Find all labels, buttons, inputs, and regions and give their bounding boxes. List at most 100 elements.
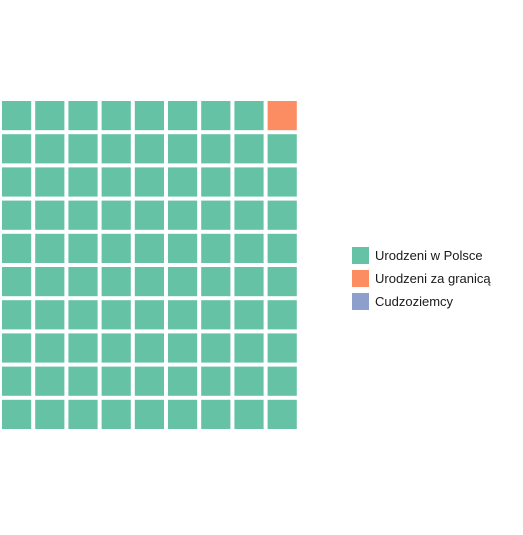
waffle-cell [267,399,297,429]
waffle-cell [35,333,65,363]
waffle-cell [134,399,164,429]
waffle-cell [201,167,231,197]
waffle-cell [234,366,264,396]
waffle-cell [134,167,164,197]
waffle-cell [201,200,231,230]
waffle-cell [234,101,264,131]
waffle-cell [2,267,32,297]
waffle-cell [35,267,65,297]
waffle-cell [35,233,65,263]
waffle-cell [68,200,98,230]
waffle-cell [134,366,164,396]
waffle-cell [68,134,98,164]
waffle-cell [2,399,32,429]
waffle-cell [2,333,32,363]
waffle-cell [234,134,264,164]
waffle-cell [101,399,131,429]
waffle-cell [201,267,231,297]
waffle-cell [68,167,98,197]
waffle-cell [168,233,198,263]
legend-label: Cudzoziemcy [375,294,454,309]
waffle-cell [101,101,131,131]
waffle-cell [101,333,131,363]
waffle-cell [267,366,297,396]
waffle-cell [168,200,198,230]
waffle-cell [234,399,264,429]
waffle-cell [134,134,164,164]
waffle-cell [101,366,131,396]
waffle-cell [101,233,131,263]
waffle-chart [2,101,297,429]
waffle-cell [134,267,164,297]
legend-swatch [352,247,369,264]
waffle-cell [35,399,65,429]
waffle-cell [201,233,231,263]
waffle-cell [168,399,198,429]
waffle-cell [267,167,297,197]
waffle-cell [68,333,98,363]
waffle-cell [168,267,198,297]
waffle-cell [101,200,131,230]
waffle-cell [35,300,65,330]
waffle-cell [35,167,65,197]
waffle-cell [234,233,264,263]
waffle-cell [134,233,164,263]
waffle-cell [2,300,32,330]
waffle-cell [134,300,164,330]
waffle-cell [168,366,198,396]
waffle-cell [267,300,297,330]
waffle-cell [234,267,264,297]
waffle-cell [2,233,32,263]
legend-swatch [352,270,369,287]
waffle-cell [201,101,231,131]
waffle-cell [267,134,297,164]
waffle-cell [101,267,131,297]
waffle-cell [234,333,264,363]
legend-item: Urodzeni w Polsce [352,244,491,267]
waffle-cell [168,300,198,330]
waffle-cell [168,134,198,164]
waffle-cell [68,233,98,263]
legend-label: Urodzeni za granicą [375,271,491,286]
waffle-cell [2,167,32,197]
waffle-cell [35,134,65,164]
waffle-cell [68,267,98,297]
waffle-cell [234,167,264,197]
waffle-cell [35,101,65,131]
waffle-cell [201,366,231,396]
waffle-cell [267,233,297,263]
legend-swatch [352,293,369,310]
waffle-cell [134,333,164,363]
waffle-cell [134,101,164,131]
legend: Urodzeni w Polsce Urodzeni za granicą Cudz… [352,244,491,313]
waffle-cell [267,267,297,297]
waffle-cell [101,134,131,164]
waffle-cell [2,200,32,230]
waffle-cell [267,101,297,131]
waffle-cell [101,167,131,197]
waffle-cell [168,333,198,363]
waffle-cell [68,300,98,330]
waffle-cell [201,300,231,330]
waffle-cell [267,200,297,230]
legend-item: Urodzeni za granicą [352,267,491,290]
waffle-cell [35,366,65,396]
legend-item: Cudzoziemcy [352,290,491,313]
legend-label: Urodzeni w Polsce [375,248,483,263]
waffle-cell [101,300,131,330]
waffle-cell [201,333,231,363]
waffle-cell [68,399,98,429]
waffle-cell [35,200,65,230]
waffle-cell [234,200,264,230]
waffle-cell [168,167,198,197]
waffle-cell [201,399,231,429]
waffle-cell [68,101,98,131]
waffle-cell [2,366,32,396]
waffle-cell [2,101,32,131]
waffle-cell [134,200,164,230]
waffle-cell [68,366,98,396]
waffle-cell [2,134,32,164]
waffle-cell [201,134,231,164]
waffle-cell [168,101,198,131]
waffle-cell [234,300,264,330]
